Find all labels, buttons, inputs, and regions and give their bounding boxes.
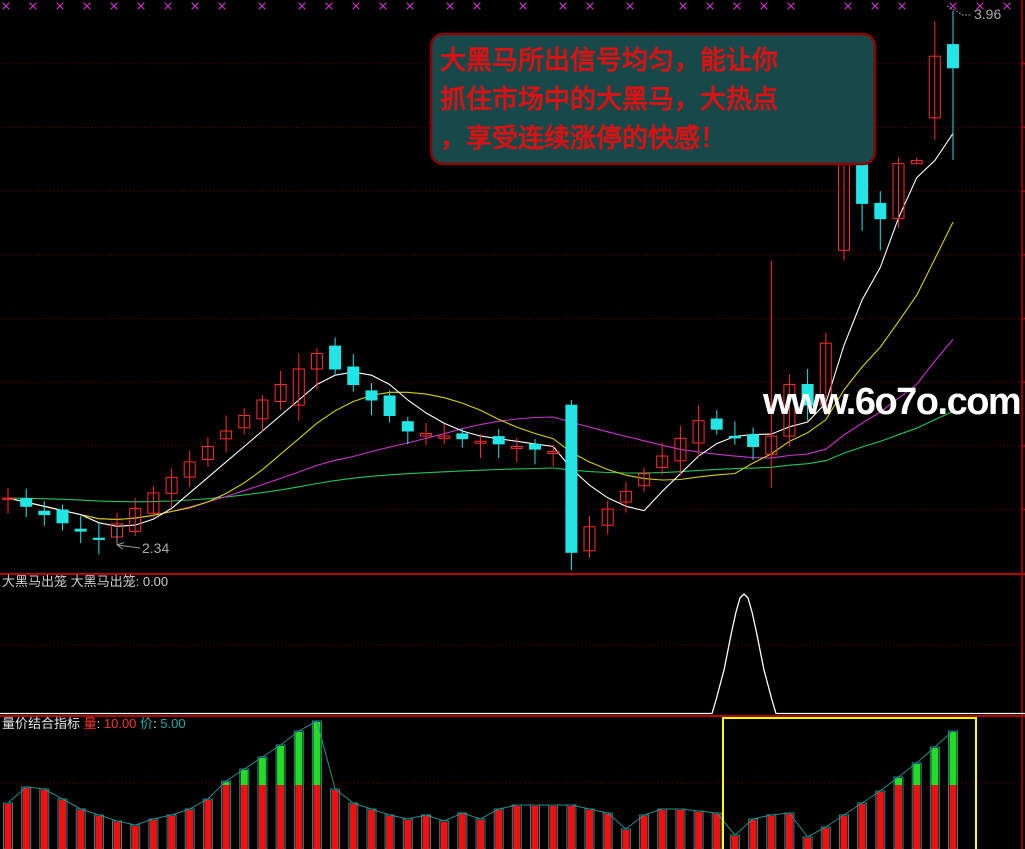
- svg-text:2.34: 2.34: [142, 540, 169, 556]
- svg-text:，享受连续涨停的快感！: ，享受连续涨停的快感！: [440, 123, 726, 153]
- svg-text:大黑马出笼 大黑马出笼: 0.00: 大黑马出笼 大黑马出笼: 0.00: [2, 574, 168, 589]
- svg-text:抓住市场中的大黑马，大热点: 抓住市场中的大黑马，大热点: [440, 84, 778, 114]
- svg-text:量价结合指标 量: 10.00 价: 5.00: 量价结合指标 量: 10.00 价: 5.00: [2, 716, 186, 731]
- svg-text:大黑马所出信号均匀，能让你: 大黑马所出信号均匀，能让你: [440, 45, 778, 75]
- svg-text:3.96: 3.96: [974, 6, 1001, 22]
- svg-text:www.6o7o.com: www.6o7o.com: [762, 381, 1020, 423]
